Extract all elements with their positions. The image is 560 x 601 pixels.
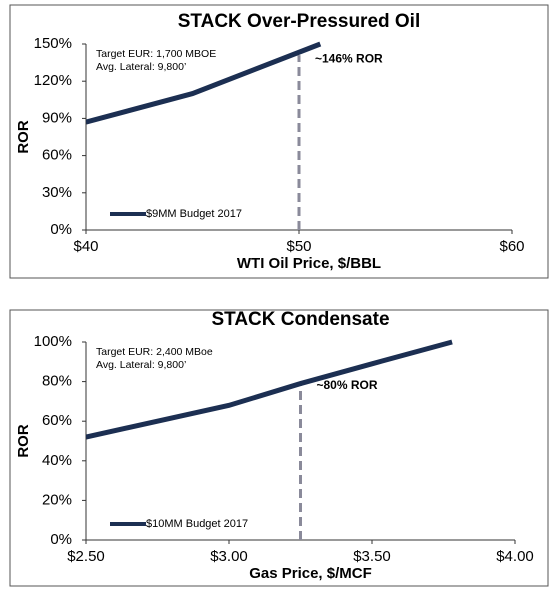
x-axis-label: WTI Oil Price, $/BBL: [237, 255, 381, 272]
y-tick-label: 90%: [42, 109, 72, 126]
x-tick-label: $40: [73, 238, 98, 255]
y-tick-label: 40%: [42, 452, 72, 469]
chart-frame: [9, 309, 549, 587]
y-axis-label: ROR: [15, 424, 32, 458]
y-tick-label: 30%: [42, 184, 72, 201]
x-tick-label: $2.50: [67, 548, 105, 565]
y-tick-label: 150%: [34, 35, 72, 52]
x-tick-label: $50: [286, 238, 311, 255]
y-tick-label: 0%: [50, 221, 72, 238]
data-line: [86, 339, 453, 440]
x-tick-label: $3.50: [353, 548, 391, 565]
note: Target EUR: 1,700 MBOE: [96, 48, 216, 60]
note: Target EUR: 2,400 MBoe: [96, 346, 213, 358]
chart-frame: [9, 4, 549, 279]
annotation: ~146% ROR: [315, 51, 383, 65]
chart-title: STACK Over-Pressured Oil: [178, 11, 421, 32]
legend-label: $10MM Budget 2017: [146, 518, 248, 530]
annotation: ~80% ROR: [317, 378, 378, 392]
data-line: [86, 41, 322, 125]
note: Avg. Lateral: 9,800’: [96, 61, 186, 73]
x-tick-label: $60: [499, 238, 524, 255]
y-tick-label: 20%: [42, 491, 72, 508]
legend-label: $9MM Budget 2017: [146, 208, 242, 220]
y-axis-label: ROR: [15, 120, 32, 154]
y-tick-label: 0%: [50, 531, 72, 548]
y-tick-label: 120%: [34, 72, 72, 89]
y-tick-label: 60%: [42, 147, 72, 164]
chart-title: STACK Condensate: [211, 309, 389, 330]
x-tick-label: $3.00: [210, 548, 248, 565]
note: Avg. Lateral: 9,800’: [96, 359, 186, 371]
x-tick-label: $4.00: [496, 548, 534, 565]
y-tick-label: 60%: [42, 412, 72, 429]
x-axis-label: Gas Price, $/MCF: [249, 565, 372, 582]
y-tick-label: 80%: [42, 373, 72, 390]
y-tick-label: 100%: [34, 333, 72, 350]
